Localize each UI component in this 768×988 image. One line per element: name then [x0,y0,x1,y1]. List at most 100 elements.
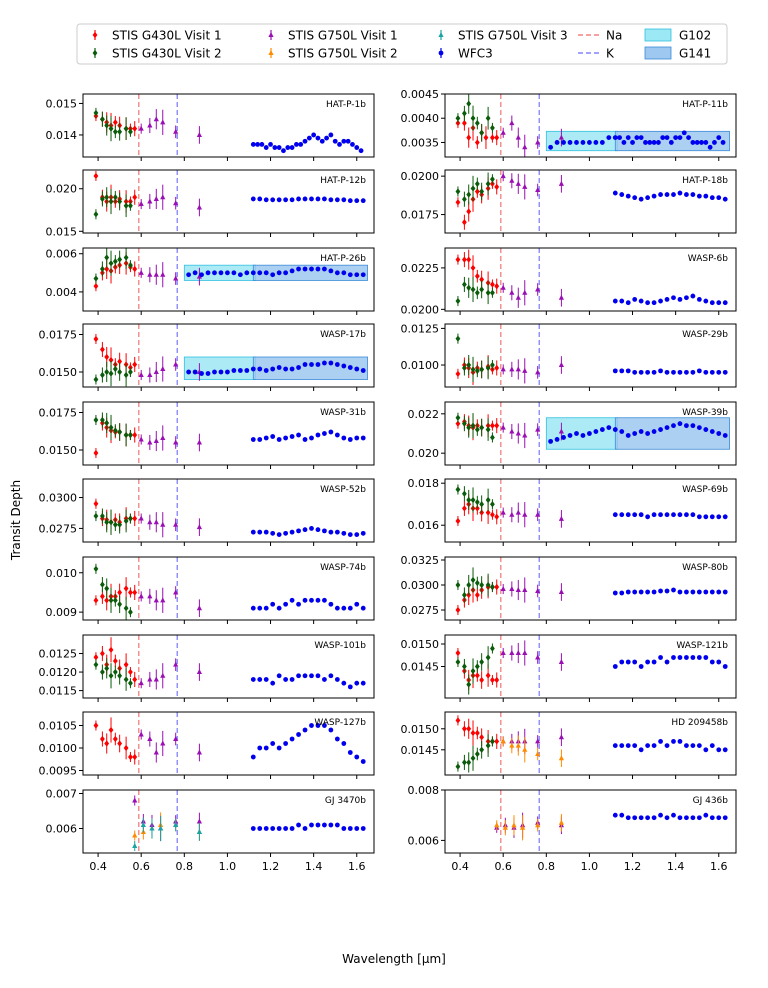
data-point [716,431,722,436]
data-point [128,753,133,761]
data-point [632,589,638,595]
data-point [138,731,144,737]
data-point [625,433,631,438]
legend-label: STIS G430L Visit 1 [112,29,222,43]
data-point [104,597,110,604]
data-point [632,195,638,201]
data-point [677,512,683,518]
legend-marker [268,50,274,55]
data-point [302,673,308,679]
legend-entry: STIS G750L Visit 2 [268,47,398,61]
data-point [479,286,485,293]
y-tick-label: 0.0115 [39,685,78,698]
data-point [455,370,461,378]
data-point [360,605,366,611]
y-tick-label: 0.0200 [401,303,440,316]
data-point [257,437,263,442]
data-point [341,741,347,746]
data-point [485,426,491,433]
data-point [474,426,480,433]
data-point [485,581,491,589]
data-point [263,826,269,831]
data-point [250,437,256,442]
data-point [138,201,144,207]
data-point [257,826,263,831]
data-point [128,368,133,376]
data-point [515,294,521,300]
series-wfc3 [250,196,366,204]
data-point [128,128,133,135]
series-g430_v2 [93,563,133,620]
legend-label: STIS G430L Visit 2 [112,47,222,61]
data-point [100,668,105,676]
panel-wasp-74b: WASP-74b 0.009 0.010 [46,556,375,624]
y-tick-label: 0.0300 [39,492,78,505]
data-point [658,427,663,432]
data-point [138,269,144,275]
data-point [93,722,99,729]
data-point [276,826,282,831]
data-point [462,420,467,427]
data-point [132,265,138,273]
series-wfc3 [612,512,728,520]
data-point [485,289,491,296]
data-point [632,369,638,375]
data-point [619,659,625,665]
data-point [138,515,144,521]
data-point [703,298,709,304]
data-point [638,298,644,304]
data-point [651,659,657,665]
data-point [716,514,722,520]
data-point [500,586,506,591]
y-tick-label: 0.0045 [401,88,440,101]
data-point [93,597,99,604]
panel-title: WASP-69b [682,485,728,495]
legend-entry: Na [578,29,622,43]
data-point [500,424,506,430]
legend-marker [92,49,98,57]
data-point [462,490,467,497]
data-point [716,815,722,821]
data-point [250,529,256,535]
data-point [289,736,295,742]
data-point [696,514,702,520]
y-tick-label: 0.020 [46,183,78,196]
data-point [268,142,273,147]
data-point [632,296,638,302]
data-point [296,528,301,534]
data-point [104,194,110,201]
data-point [132,676,138,683]
panel-wasp-52b: WASP-52b 0.0275 0.0300 [39,478,375,546]
data-point [522,289,528,295]
panel-frame [444,93,737,158]
data-point [515,650,521,655]
data-point [651,300,657,306]
data-point [474,188,480,195]
series-g430_v2 [455,172,495,207]
data-point [354,198,360,204]
data-point [93,565,99,573]
series-g430_v2 [93,187,133,220]
data-point [108,125,114,132]
panel-frame [444,323,737,388]
data-point [328,268,334,274]
data-point [651,815,657,821]
data-point [160,271,166,277]
data-point [196,829,202,834]
data-point [632,512,638,518]
series-g430_v2 [455,734,495,773]
data-point [309,362,314,367]
data-point [173,200,179,206]
data-point [153,271,159,277]
series-g430_v1 [455,715,500,753]
data-point [535,654,541,660]
data-point [360,272,366,278]
data-point [354,754,360,760]
legend: STIS G430L Visit 1 STIS G430L Visit 2 STIS… [76,23,728,65]
data-point [160,366,166,371]
data-point [309,597,314,603]
data-point [709,743,715,748]
band-g102 [183,356,256,380]
data-point [658,192,663,197]
series-wfc3 [548,130,726,150]
